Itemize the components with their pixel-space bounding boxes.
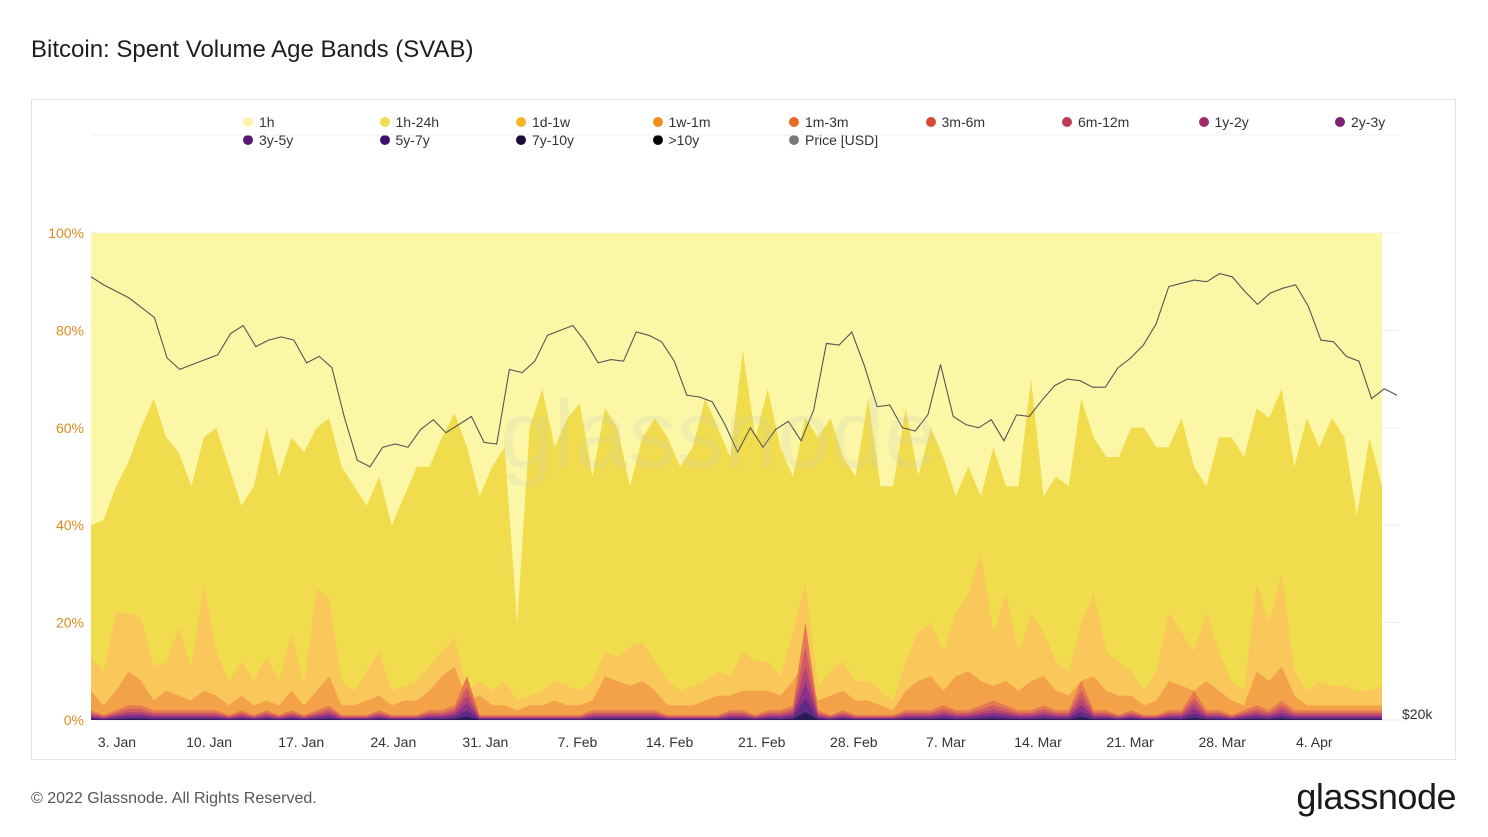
price-axis-label: $20k [1402,706,1433,722]
legend-item-3m-6m[interactable]: 3m-6m [925,114,986,130]
x-tick-label: 24. Jan [370,734,416,750]
legend-dot [925,117,936,127]
legend-item-1h[interactable]: 1h [243,114,275,130]
copyright-footer: © 2022 Glassnode. All Rights Reserved. [31,790,317,807]
band-3y-5y [91,698,1382,720]
glassnode-logo: glassnode [1296,776,1456,817]
legend-dot [243,135,253,145]
legend-item-1w-1m[interactable]: 1w-1m [652,114,711,130]
legend-item-1h-24h[interactable]: 1h-24h [379,114,440,130]
band-1d-1w [91,554,1382,720]
x-tick-label: 7. Feb [558,734,598,750]
legend-label: 1w-1m [668,114,711,130]
legend-dot [516,117,526,127]
legend-dot [243,117,253,127]
legend-label: Price [USD] [805,132,879,148]
legend-item-3y-5y[interactable]: 3y-5y [243,132,293,148]
page-title: Bitcoin: Spent Volume Age Bands (SVAB) [31,36,474,63]
legend-label: 1d-1w [532,114,571,130]
x-tick-label: 14. Feb [646,734,694,750]
band-7y-10y [91,712,1382,720]
legend-label: 5y-7y [395,132,430,148]
y-tick-label: 100% [48,225,84,241]
legend-label: 1y-2y [1214,114,1249,130]
band-6m-12m [91,666,1382,720]
x-tick-label: 3. Jan [98,734,136,750]
legend-dot [1335,117,1345,127]
y-tick-label: 80% [56,322,84,338]
legend-item-2y-3y[interactable]: 2y-3y [1335,114,1385,130]
band-1w-1m [91,661,1382,720]
x-tick-label: 28. Mar [1198,734,1246,750]
chart-frame [31,99,1456,760]
legend-dot [516,135,526,145]
legend-dot [789,135,799,145]
legend-label: 1h [259,114,275,130]
legend-item-1d-1w[interactable]: 1d-1w [516,114,570,130]
x-tick-label: 17. Jan [278,734,324,750]
x-tick-label: 31. Jan [462,734,508,750]
legend-label: >10y [668,132,700,148]
x-tick-label: 10. Jan [186,734,232,750]
legend-dot [652,117,663,127]
legend-label: 1h-24h [395,114,440,130]
legend-item-1y-2y[interactable]: 1y-2y [1198,114,1249,130]
legend-label: 1m-3m [805,114,849,130]
y-tick-label: 40% [56,517,84,533]
legend-dot [652,135,663,145]
legend-dot [379,135,390,145]
legend-item-7y-10y[interactable]: 7y-10y [516,132,574,148]
x-tick-label: 14. Mar [1014,734,1062,750]
x-tick-label: 4. Apr [1296,734,1333,750]
band-1h-24h [91,349,1382,720]
legend-label: 2y-3y [1351,114,1386,130]
legend-item-5y-7y[interactable]: 5y-7y [379,132,430,148]
legend: 1h 1h-24h 1d-1w 1w-1m 1m-3m 3m-6m 6m-12m 1y-2y 2… [0,0,1488,148]
x-tick-label: 21. Feb [738,734,786,750]
y-tick-label: 20% [56,615,84,631]
legend-dot [379,117,390,127]
legend-label: 3y-5y [259,132,294,148]
legend-dot [1198,117,1209,127]
legend-item-1m-3m[interactable]: 1m-3m [789,114,849,130]
price-line [90,273,1398,468]
band-3m-6m [91,647,1382,720]
x-tick-label: 28. Feb [830,734,878,750]
legend-label: 6m-12m [1078,114,1130,130]
y-tick-label: 60% [56,420,84,436]
legend-item-6m-12m[interactable]: 6m-12m [1062,114,1129,130]
legend-label: 7y-10y [532,132,575,148]
x-tick-label: 21. Mar [1106,734,1154,750]
legend-item-10y[interactable]: >10y [652,132,700,148]
legend-item-price-usd[interactable]: Price [USD] [789,132,878,148]
x-tick-label: 7. Mar [926,734,966,750]
legend-dot [1062,117,1072,127]
legend-dot [789,117,799,127]
y-tick-label: 0% [64,712,84,728]
band-1y-2y [91,683,1382,720]
legend-label: 3m-6m [941,114,986,130]
